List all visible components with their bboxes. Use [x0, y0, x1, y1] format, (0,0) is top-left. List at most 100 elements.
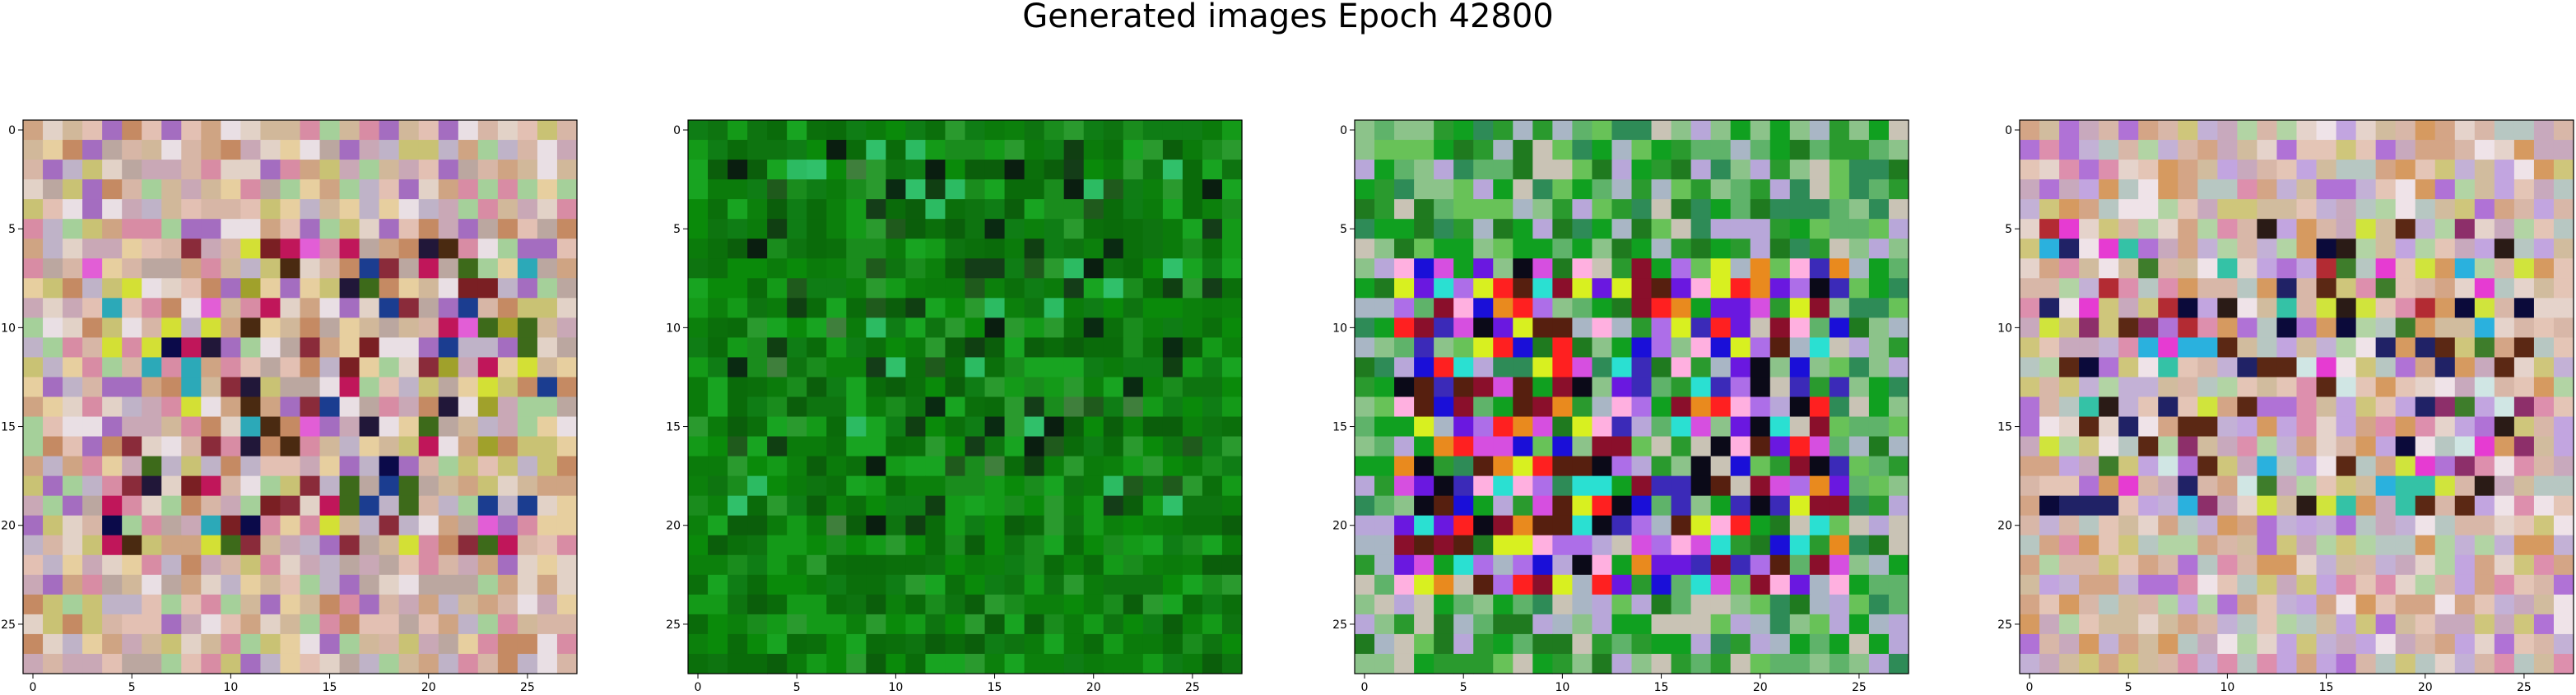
pixel-cell [2494, 396, 2515, 418]
pixel-cell [1592, 594, 1613, 615]
pixel-cell [1611, 160, 1633, 180]
pixel-cell [1868, 456, 1890, 477]
pixel-cell [2178, 278, 2198, 299]
pixel-cell [2276, 456, 2298, 477]
pixel-cell [846, 140, 867, 160]
pixel-cell [1414, 377, 1434, 398]
pixel-cell [2079, 337, 2099, 359]
pixel-cell [1044, 475, 1065, 497]
pixel-cell [1848, 436, 1870, 457]
pixel-cell [984, 179, 1006, 200]
pixel-cell [1829, 594, 1850, 615]
pixel-cell [477, 416, 499, 438]
pixel-cell [82, 653, 103, 674]
pixel-cell [1024, 219, 1045, 239]
pixel-cell [1355, 436, 1375, 457]
pixel-cell [2375, 396, 2397, 418]
pixel-cell [965, 475, 986, 497]
pixel-cell [1123, 179, 1144, 200]
pixel-cell [2099, 456, 2119, 477]
pixel-cell [2039, 377, 2060, 398]
pixel-cell [1221, 396, 1243, 418]
pixel-cell [1024, 239, 1045, 259]
pixel-cell [300, 653, 321, 674]
pixel-cell [1004, 179, 1025, 200]
pixel-cell [2454, 554, 2476, 576]
pixel-cell [260, 160, 281, 180]
pixel-cell [965, 219, 986, 239]
pixel-cell [945, 416, 966, 438]
pixel-cell [1671, 199, 1692, 220]
pixel-cell [708, 258, 728, 279]
pixel-cell [1789, 377, 1811, 398]
pixel-cell [1532, 554, 1553, 576]
pixel-cell [2454, 298, 2476, 318]
pixel-cell [1671, 574, 1692, 595]
pixel-cell [1162, 495, 1183, 517]
pixel-cell [1414, 357, 1434, 378]
pixel-cell [43, 574, 63, 595]
pixel-cell [1434, 614, 1454, 635]
pixel-cell [1473, 337, 1494, 359]
pixel-cell [300, 199, 321, 220]
pixel-cell [1044, 495, 1065, 517]
pixel-cell [260, 594, 281, 615]
pixel-cell [2099, 298, 2119, 318]
pixel-cell [807, 239, 827, 259]
pixel-cell [1162, 179, 1183, 200]
pixel-cell [2434, 120, 2456, 141]
pixel-cell [1162, 574, 1183, 595]
pixel-cell [1162, 160, 1183, 180]
pixel-cell [2197, 416, 2218, 438]
pixel-cell [2553, 436, 2574, 457]
pixel-cell [1730, 436, 1751, 457]
y-tick-label: 5 [8, 223, 16, 236]
pixel-cell [2118, 614, 2139, 635]
pixel-cell [1572, 160, 1593, 180]
pixel-cell [2178, 614, 2198, 635]
pixel-cell [1513, 239, 1533, 259]
pixel-cell [1083, 317, 1104, 338]
pixel-cell [2533, 258, 2555, 279]
pixel-cell [1710, 357, 1732, 378]
pixel-cell [2533, 317, 2555, 338]
pixel-cell [688, 219, 709, 239]
pixel-cell [260, 614, 281, 635]
x-tick-label: 25 [2517, 681, 2532, 694]
pixel-cell [2513, 140, 2535, 160]
pixel-cell [708, 416, 728, 438]
pixel-cell [2355, 278, 2377, 299]
pixel-cell [477, 120, 499, 141]
pixel-cell [1592, 495, 1613, 517]
pixel-cell [1789, 535, 1811, 556]
pixel-cell [537, 120, 558, 141]
pixel-cell [1651, 298, 1672, 318]
pixel-cell [2178, 298, 2198, 318]
pixel-cell [458, 377, 479, 398]
pixel-cell [1103, 357, 1124, 378]
pixel-cell [846, 160, 867, 180]
pixel-cell [945, 179, 966, 200]
pixel-cell [807, 396, 827, 418]
pixel-cell [1083, 278, 1104, 299]
pixel-cell [1044, 456, 1065, 477]
pixel-cell [2336, 258, 2357, 279]
pixel-cell [1750, 396, 1771, 418]
pixel-cell [1829, 298, 1850, 318]
pixel-cell [1651, 219, 1672, 239]
pixel-cell [2099, 594, 2119, 615]
pixel-cell [398, 179, 420, 200]
pixel-cell [2118, 574, 2139, 595]
pixel-cell [1769, 239, 1791, 259]
pixel-cell [438, 535, 459, 556]
pixel-cell [43, 456, 63, 477]
pixel-cell [161, 337, 182, 359]
pixel-cell [846, 199, 867, 220]
pixel-cell [2395, 199, 2416, 220]
pixel-cell [2533, 160, 2555, 180]
pixel-cell [359, 456, 380, 477]
pixel-cell [260, 317, 281, 338]
pixel-cell [517, 574, 538, 595]
pixel-cell [1202, 377, 1223, 398]
pixel-cell [984, 574, 1006, 595]
